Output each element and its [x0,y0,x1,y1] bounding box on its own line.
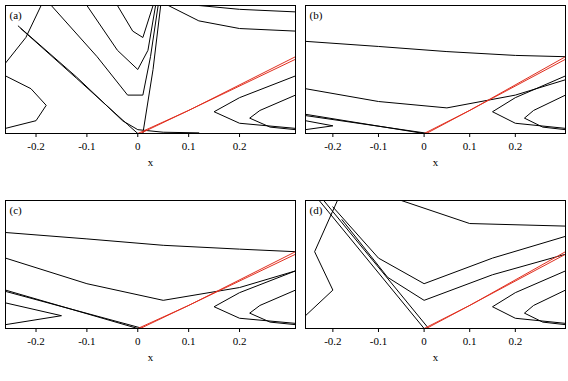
svg-text:(d): (d) [310,204,323,217]
svg-text:0.2: 0.2 [508,140,522,152]
svg-text:(a): (a) [10,9,23,22]
svg-text:0: 0 [421,335,427,347]
svg-text:x: x [433,156,439,168]
svg-text:0.2: 0.2 [508,335,522,347]
svg-text:0.2: 0.2 [233,140,247,152]
svg-text:-0.1: -0.1 [78,335,95,347]
svg-text:(c): (c) [10,204,23,217]
svg-text:(b): (b) [310,9,323,22]
svg-text:x: x [148,351,154,363]
svg-text:x: x [433,351,439,363]
svg-text:0.1: 0.1 [463,140,477,152]
svg-text:-0.2: -0.2 [27,335,44,347]
svg-text:0.1: 0.1 [463,335,477,347]
svg-text:-0.2: -0.2 [27,140,44,152]
svg-text:0.1: 0.1 [182,335,196,347]
svg-text:-0.2: -0.2 [324,140,341,152]
svg-text:-0.1: -0.1 [370,335,387,347]
svg-text:-0.1: -0.1 [78,140,95,152]
svg-text:0: 0 [135,335,141,347]
svg-text:-0.2: -0.2 [324,335,341,347]
svg-text:0: 0 [135,140,141,152]
svg-text:-0.1: -0.1 [370,140,387,152]
svg-text:0: 0 [421,140,427,152]
svg-text:0.1: 0.1 [182,140,196,152]
svg-text:x: x [148,156,154,168]
svg-text:0.2: 0.2 [233,335,247,347]
